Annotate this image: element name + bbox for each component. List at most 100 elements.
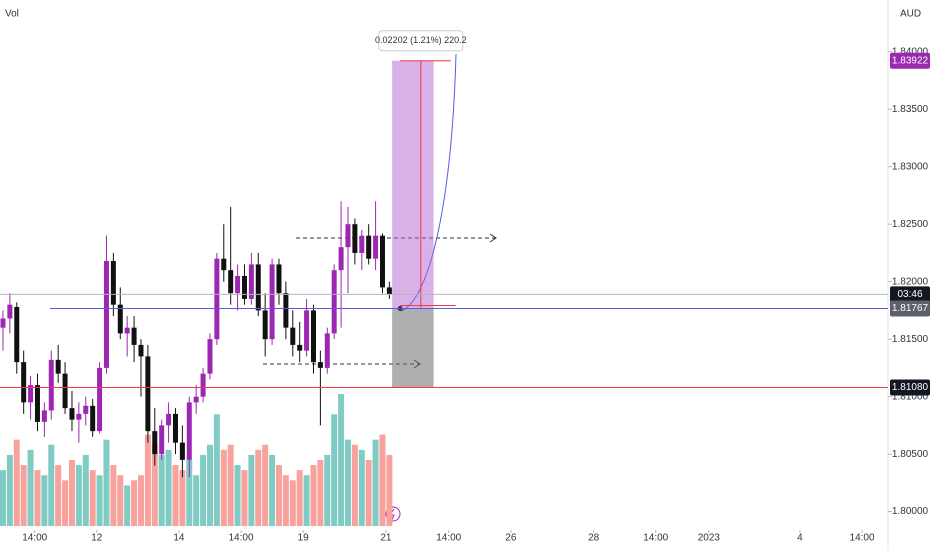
candle-body bbox=[21, 362, 27, 403]
volume-bar bbox=[213, 414, 220, 526]
price-label: 1.81080 bbox=[892, 382, 929, 393]
volume-bar bbox=[365, 460, 372, 526]
candle-body bbox=[235, 275, 241, 294]
candle-body bbox=[345, 224, 351, 248]
volume-bar bbox=[186, 460, 193, 526]
candle-body bbox=[90, 405, 96, 432]
arrow-head bbox=[489, 233, 497, 243]
volume-bar bbox=[172, 465, 179, 526]
candle-body bbox=[221, 258, 227, 271]
x-tick-label: 14:00 bbox=[643, 533, 668, 544]
volume-bar bbox=[158, 454, 165, 526]
volume-bar bbox=[331, 414, 338, 526]
volume-bar bbox=[269, 454, 276, 526]
candle-body bbox=[172, 413, 178, 443]
candle-body bbox=[241, 275, 247, 299]
candle-body bbox=[34, 385, 40, 422]
price-label: 03:46 bbox=[897, 289, 922, 300]
volume-bar bbox=[131, 480, 138, 526]
candle-body bbox=[28, 385, 34, 403]
y-tick-label: 1.83000 bbox=[892, 161, 929, 172]
candle-body bbox=[14, 306, 20, 363]
candle-body bbox=[304, 310, 310, 351]
tooltip-text: 0.02202 (1.21%) 220.2 bbox=[375, 35, 467, 45]
y-tick-label: 1.84000 bbox=[892, 46, 929, 57]
volume-bar bbox=[124, 485, 131, 526]
x-tick-label: 28 bbox=[588, 533, 600, 544]
candle-body bbox=[7, 304, 13, 319]
candle-body bbox=[373, 235, 379, 259]
volume-bar bbox=[55, 465, 62, 526]
candle-body bbox=[262, 310, 268, 340]
volume-bar bbox=[372, 439, 379, 526]
volume-bar bbox=[351, 444, 358, 526]
candle-body bbox=[48, 359, 54, 411]
y-tick-label: 1.83500 bbox=[892, 104, 929, 115]
volume-bar bbox=[310, 465, 317, 526]
volume-bar bbox=[379, 434, 386, 526]
y-tick-label: 1.80000 bbox=[892, 506, 929, 517]
candle-body bbox=[124, 327, 130, 334]
price-label: 1.81767 bbox=[892, 303, 929, 314]
candle-body bbox=[324, 333, 330, 368]
volume-bar bbox=[96, 475, 103, 526]
candle-body bbox=[0, 318, 6, 328]
x-tick-label: 21 bbox=[380, 533, 392, 544]
volume-bar bbox=[165, 449, 172, 526]
candle-body bbox=[214, 258, 220, 340]
candle-body bbox=[310, 310, 316, 363]
volume-bar bbox=[137, 475, 144, 526]
candle-body bbox=[255, 264, 261, 311]
volume-bar bbox=[41, 475, 48, 526]
candle-body bbox=[166, 413, 172, 426]
volume-bar bbox=[227, 444, 234, 526]
volume-bar bbox=[344, 439, 351, 526]
volume-bar bbox=[110, 465, 117, 526]
candle-body bbox=[186, 402, 192, 460]
volume-bar bbox=[255, 449, 262, 526]
volume-bar bbox=[200, 454, 207, 526]
volume-bar bbox=[62, 480, 69, 526]
price-label-box bbox=[890, 379, 930, 396]
candle-body bbox=[69, 408, 75, 420]
candle-body bbox=[228, 270, 234, 294]
volume-bar bbox=[103, 439, 110, 526]
volume-bar bbox=[117, 475, 124, 526]
axis-unit: AUD bbox=[900, 9, 921, 20]
volume-bar bbox=[234, 465, 241, 526]
x-tick-label: 2023 bbox=[698, 533, 721, 544]
candle-body bbox=[193, 396, 199, 403]
candle-body bbox=[290, 327, 296, 345]
volume-bar bbox=[82, 454, 89, 526]
candle-body bbox=[97, 367, 103, 432]
volume-bar bbox=[275, 465, 282, 526]
candle-body bbox=[200, 373, 206, 397]
candle-body bbox=[283, 293, 289, 328]
candle-body bbox=[103, 260, 109, 368]
candle-body bbox=[317, 362, 323, 368]
price-label-box bbox=[890, 300, 930, 317]
volume-bar bbox=[48, 444, 55, 526]
x-tick-label: 14 bbox=[173, 533, 185, 544]
volume-bar bbox=[6, 454, 13, 526]
volume-bar bbox=[27, 449, 34, 526]
price-label-box bbox=[890, 286, 930, 303]
x-tick-label: 12 bbox=[91, 533, 103, 544]
volume-bar bbox=[324, 454, 331, 526]
candle-body bbox=[62, 373, 68, 409]
volume-bar bbox=[262, 444, 269, 526]
candle-body bbox=[55, 359, 61, 374]
volume-bar bbox=[317, 460, 324, 526]
x-tick-label: 14:00 bbox=[229, 533, 254, 544]
tooltip-box bbox=[378, 30, 464, 52]
volume-bar bbox=[151, 444, 158, 526]
volume-bar bbox=[13, 439, 20, 526]
candle-body bbox=[359, 235, 365, 253]
candle-body bbox=[159, 425, 165, 455]
price-label: 1.83922 bbox=[892, 55, 929, 66]
x-tick-label: 14:00 bbox=[436, 533, 461, 544]
x-tick-label: 14:00 bbox=[22, 533, 47, 544]
volume-bar bbox=[220, 449, 227, 526]
candle-body bbox=[76, 413, 82, 420]
